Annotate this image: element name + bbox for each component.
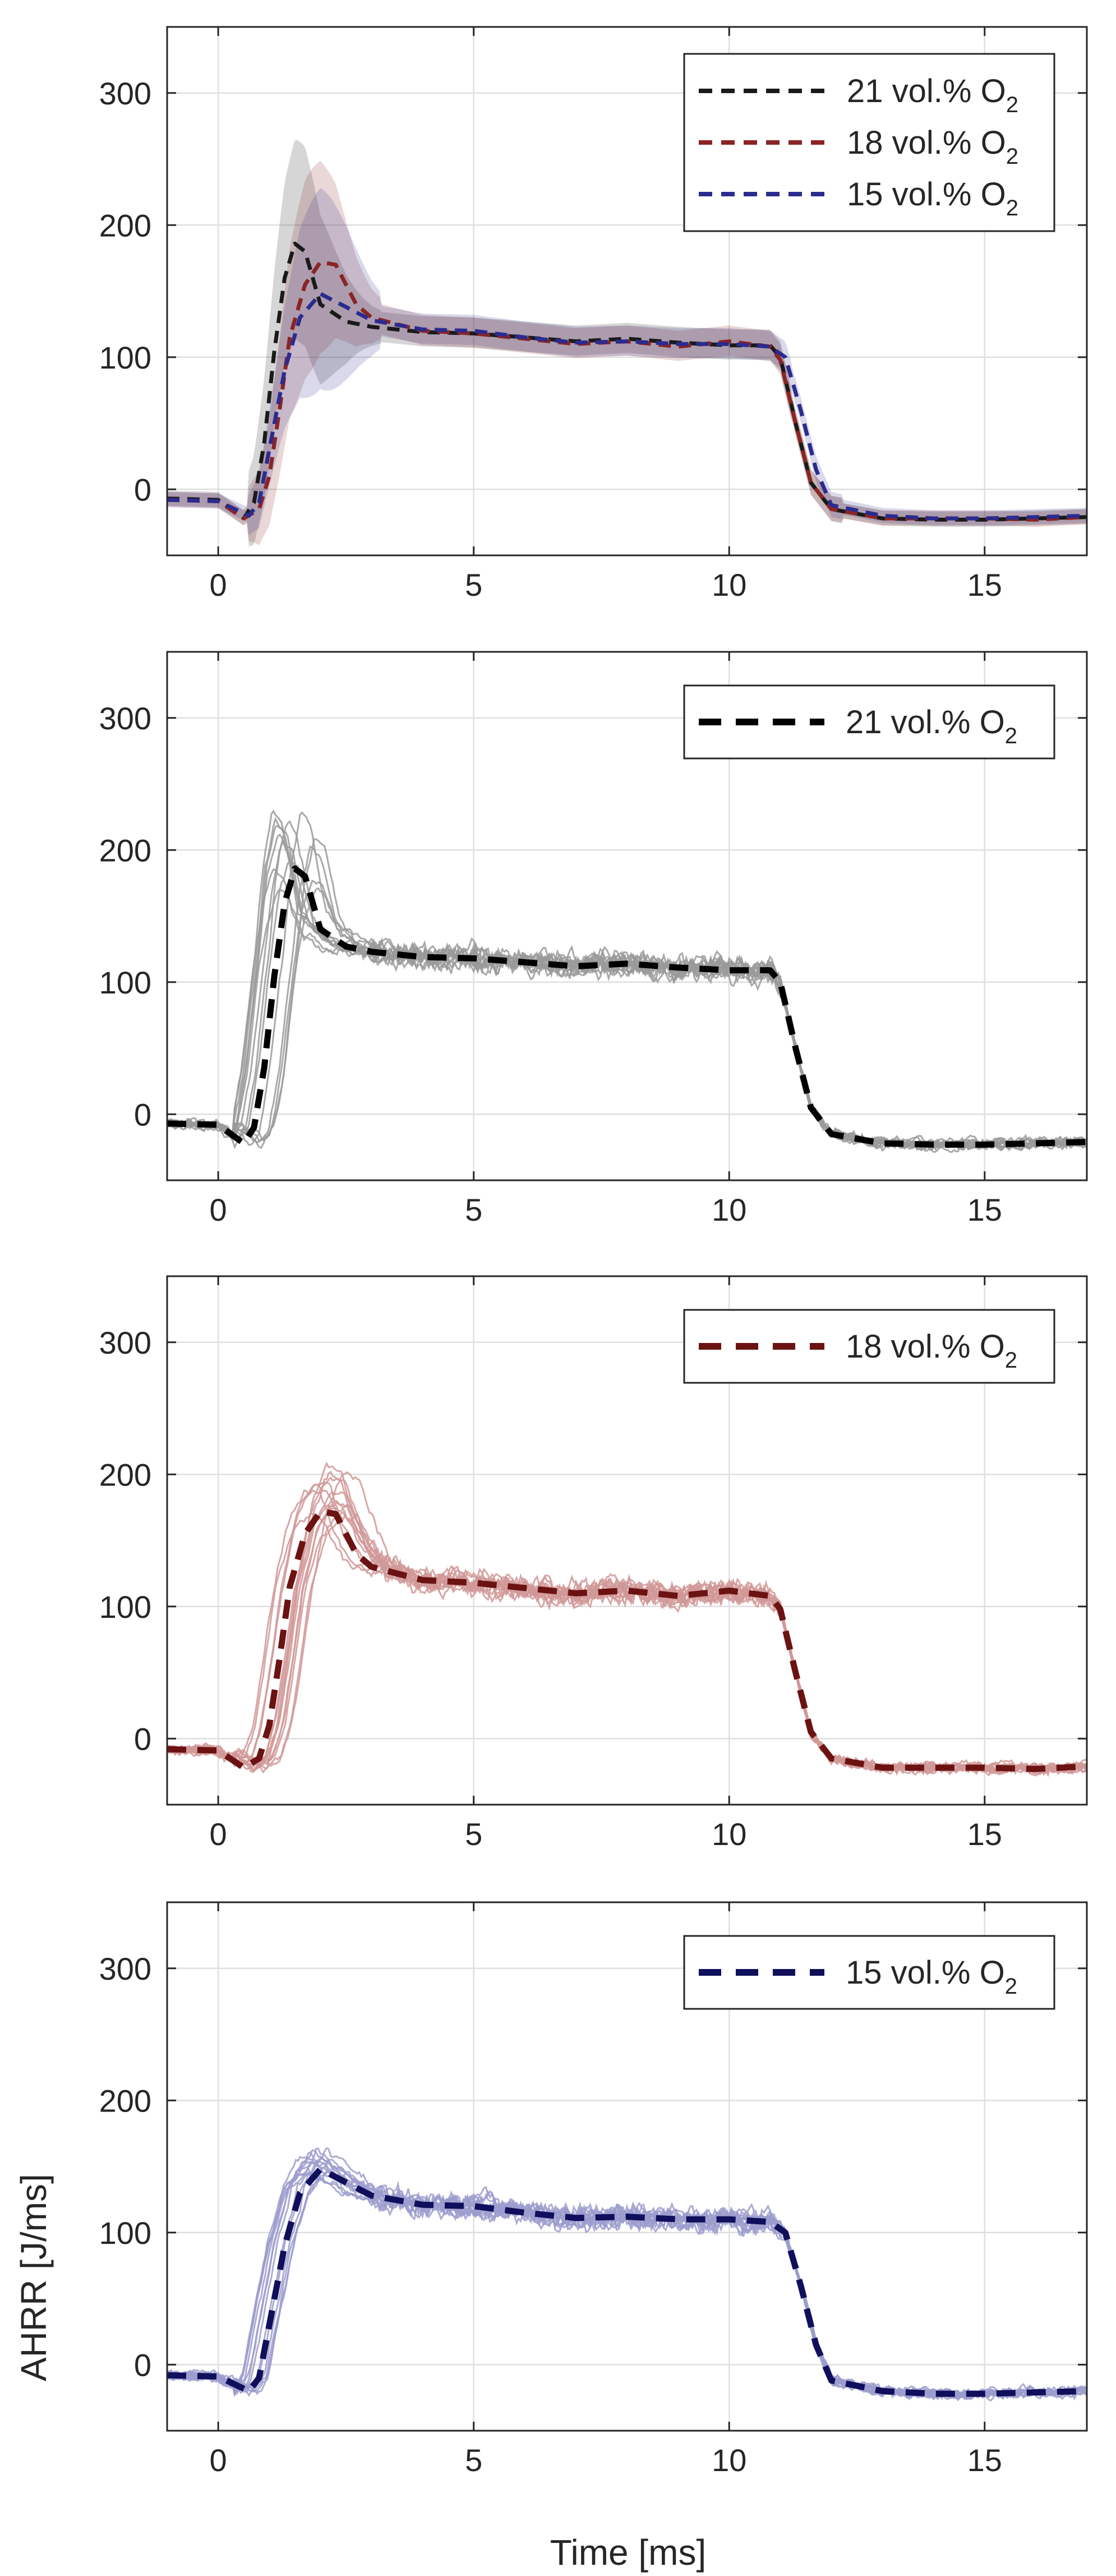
legend-label-subscript: 2 bbox=[1006, 93, 1018, 117]
x-tick-label: 10 bbox=[712, 1816, 746, 1852]
y-tick-label: 300 bbox=[99, 1325, 151, 1360]
series-line bbox=[167, 292, 1087, 521]
y-tick-label: 200 bbox=[99, 2083, 151, 2118]
panel-4: 0 5 10 15 0 100 200 300 15 vol.% O2 bbox=[99, 1901, 1088, 2478]
y-tick-label: 200 bbox=[99, 208, 151, 243]
x-tick-label: 15 bbox=[967, 1192, 1002, 1227]
panel-3: 0 5 10 15 0 100 200 300 18 vol.% O2 bbox=[99, 1275, 1088, 1852]
x-tick-label: 5 bbox=[465, 1816, 482, 1852]
series-group bbox=[167, 809, 1087, 1153]
cycle-trace bbox=[167, 809, 1087, 1151]
series-line bbox=[167, 241, 1087, 522]
axes-box bbox=[166, 26, 1088, 556]
cycle-trace bbox=[167, 1483, 1087, 1777]
y-tick-label: 300 bbox=[99, 76, 151, 111]
y-tick-label: 200 bbox=[99, 832, 151, 868]
legend: 15 vol.% O2 bbox=[683, 1935, 1055, 2010]
legend: 21 vol.% O2 bbox=[683, 684, 1055, 760]
y-tick-label: 0 bbox=[134, 1097, 151, 1132]
legend-label-subscript: 2 bbox=[1005, 1348, 1017, 1373]
x-tick-label: 0 bbox=[210, 567, 227, 602]
x-tick-label: 15 bbox=[967, 2442, 1002, 2478]
axes-box bbox=[166, 1901, 1088, 2432]
legend-label-subscript: 2 bbox=[1005, 1974, 1017, 1999]
legend-label-subscript: 2 bbox=[1005, 724, 1017, 748]
x-tick-label: 15 bbox=[967, 1816, 1002, 1852]
y-axis-title: AHRR [J/ms] bbox=[13, 2174, 54, 2381]
series-group bbox=[167, 2147, 1087, 2402]
series-line bbox=[167, 2166, 1087, 2397]
x-tick-label: 0 bbox=[210, 1816, 227, 1852]
x-axis-title: Time [ms] bbox=[550, 2532, 707, 2573]
series-line bbox=[167, 865, 1087, 1148]
series-line bbox=[167, 1508, 1087, 1772]
cycle-trace bbox=[167, 1511, 1087, 1777]
panel-2: 0 5 10 15 0 100 200 300 21 vol.% O2 bbox=[99, 651, 1088, 1227]
x-tick-label: 0 bbox=[210, 2442, 227, 2478]
x-tick-label: 5 bbox=[465, 2442, 482, 2478]
axes-box bbox=[166, 651, 1088, 1181]
series-envelope bbox=[167, 160, 1087, 545]
y-tick-label: 0 bbox=[134, 1721, 151, 1756]
x-tick-label: 5 bbox=[465, 567, 482, 602]
legend: 18 vol.% O2 bbox=[683, 1309, 1055, 1384]
x-tick-label: 10 bbox=[712, 567, 746, 602]
y-tick-label: 100 bbox=[99, 340, 151, 375]
axes-box bbox=[166, 1275, 1088, 1806]
x-tick-label: 10 bbox=[712, 2442, 746, 2478]
series-group bbox=[167, 1461, 1087, 1777]
y-tick-label: 0 bbox=[134, 472, 151, 507]
y-tick-label: 200 bbox=[99, 1457, 151, 1492]
y-tick-label: 300 bbox=[99, 1951, 151, 1986]
y-tick-label: 100 bbox=[99, 2215, 151, 2251]
legend-label-subscript: 2 bbox=[1006, 196, 1018, 220]
series-group bbox=[167, 139, 1087, 547]
x-tick-label: 10 bbox=[712, 1192, 746, 1227]
y-tick-label: 100 bbox=[99, 1589, 151, 1625]
x-tick-label: 0 bbox=[210, 1192, 227, 1227]
y-tick-label: 300 bbox=[99, 701, 151, 736]
y-tick-label: 0 bbox=[134, 2347, 151, 2382]
y-tick-label: 100 bbox=[99, 965, 151, 1000]
x-tick-label: 5 bbox=[465, 1192, 482, 1227]
legend-label-subscript: 2 bbox=[1006, 144, 1018, 169]
x-tick-label: 15 bbox=[967, 567, 1002, 602]
